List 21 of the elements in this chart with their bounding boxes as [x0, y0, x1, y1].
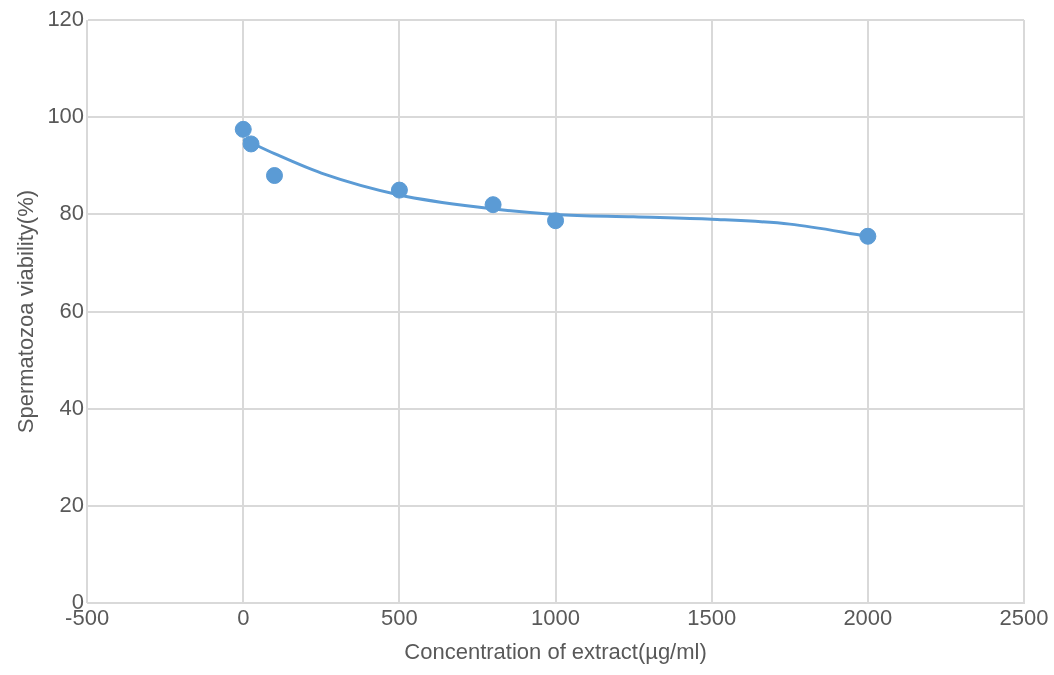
x-tick-label: 500 [381, 605, 418, 631]
x-tick-label: 1000 [531, 605, 581, 631]
y-tick-label: 20 [59, 492, 85, 518]
x-tick-label: 2000 [843, 605, 893, 631]
y-tick-label: 40 [59, 394, 85, 420]
x-tick-label: 1500 [687, 605, 737, 631]
point [484, 196, 502, 214]
x-tick-label: 0 [237, 605, 250, 631]
point [390, 181, 408, 199]
y-axis-title: Spermatozoa viability(%) [13, 189, 39, 434]
point [547, 212, 565, 230]
x-axis-title: Concentration of extract(µg/ml) [404, 638, 707, 664]
point [234, 120, 252, 138]
point [859, 227, 877, 245]
point [242, 135, 260, 153]
x-tick-label: 2500 [999, 605, 1049, 631]
y-tick-label: 60 [59, 297, 85, 323]
point [265, 167, 283, 185]
y-tick-label: 80 [59, 200, 85, 226]
y-tick-label: 100 [47, 103, 85, 129]
y-tick-label: 120 [47, 6, 85, 32]
